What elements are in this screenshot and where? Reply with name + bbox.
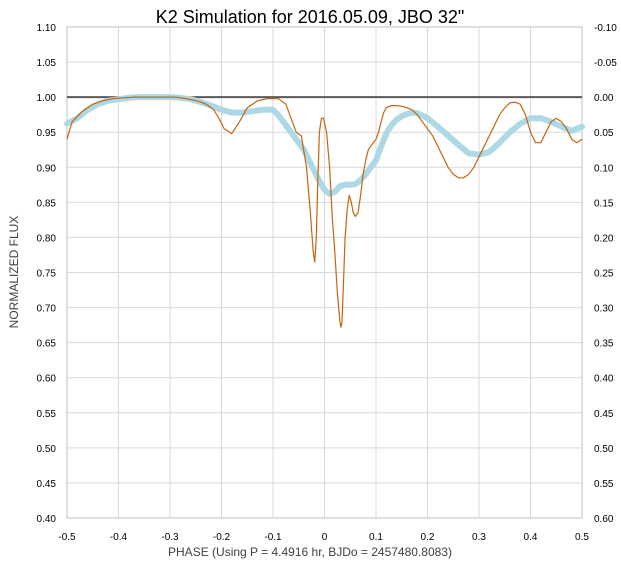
y2-tick-label: 0.15 <box>594 198 614 209</box>
y2-tick-label: 0.20 <box>594 233 614 244</box>
y2-tick-label: 0.40 <box>594 374 614 385</box>
y-tick-label: 0.45 <box>37 479 57 490</box>
y2-tick-label: -0.05 <box>594 58 617 69</box>
y-tick-label: 0.40 <box>37 514 57 525</box>
x-tick-label: 0 <box>322 532 328 543</box>
x-tick-label: 0.3 <box>472 532 486 543</box>
series-model-line <box>66 96 583 328</box>
series-layer <box>64 94 585 328</box>
x-axis-ticks: -0.5 -0.4 -0.3 -0.2 -0.1 0 0.1 0.2 0.3 0.4 0.5 <box>58 532 589 543</box>
x-tick-label: -0.1 <box>264 532 282 543</box>
plot-area-border <box>66 26 583 519</box>
y2-tick-label: 0.10 <box>594 163 614 174</box>
y2-tick-label: 0.55 <box>594 479 614 490</box>
y-tick-label: 0.55 <box>37 409 57 420</box>
y-tick-label: 0.90 <box>37 163 57 174</box>
y2-tick-label: 0.25 <box>594 269 614 280</box>
y-tick-label: 0.95 <box>37 128 57 139</box>
x-tick-label: 0.4 <box>524 532 538 543</box>
x-tick-label: 0.2 <box>421 532 435 543</box>
y-tick-label: 1.00 <box>37 93 57 104</box>
y2-tick-label: -0.10 <box>594 23 617 34</box>
y-tick-label: 0.75 <box>37 269 57 280</box>
y2-tick-label: 0.05 <box>594 128 614 139</box>
y-axis-label: NORMALIZED FLUX <box>7 216 21 329</box>
y2-tick-label: 0.60 <box>594 514 614 525</box>
y2-tick-label: 0.50 <box>594 444 614 455</box>
y-tick-label: 0.85 <box>37 198 57 209</box>
y-tick-label: 0.60 <box>37 374 57 385</box>
y-tick-label: 1.10 <box>37 23 57 34</box>
y-axis-ticks: 0.40 0.45 0.50 0.55 0.60 0.65 0.70 0.75 0.80 0.85… <box>37 23 57 525</box>
x-tick-label: -0.5 <box>58 532 76 543</box>
secondary-y-axis-ticks: 0.60 0.55 0.50 0.45 0.40 0.35 0.30 0.25 0.20 0.15… <box>594 23 617 525</box>
y-tick-label: 0.70 <box>37 304 57 315</box>
y2-tick-label: 0.35 <box>594 339 614 350</box>
x-tick-label: -0.4 <box>110 532 128 543</box>
x-tick-label: -0.3 <box>161 532 179 543</box>
x-axis-label: PHASE (Using P = 4.4916 hr, BJDo = 24574… <box>168 545 452 559</box>
y2-tick-label: 0.45 <box>594 409 614 420</box>
y2-tick-label: 0.00 <box>594 93 614 104</box>
y-tick-label: 1.05 <box>37 58 57 69</box>
y-tick-label: 0.65 <box>37 339 57 350</box>
x-tick-label: -0.2 <box>213 532 231 543</box>
y2-tick-label: 0.30 <box>594 304 614 315</box>
chart-title: K2 Simulation for 2016.05.09, JBO 32" <box>156 7 465 27</box>
y-tick-label: 0.50 <box>37 444 57 455</box>
x-tick-label: 0.5 <box>575 532 589 543</box>
y-tick-label: 0.80 <box>37 233 57 244</box>
x-tick-label: 0.1 <box>369 532 383 543</box>
